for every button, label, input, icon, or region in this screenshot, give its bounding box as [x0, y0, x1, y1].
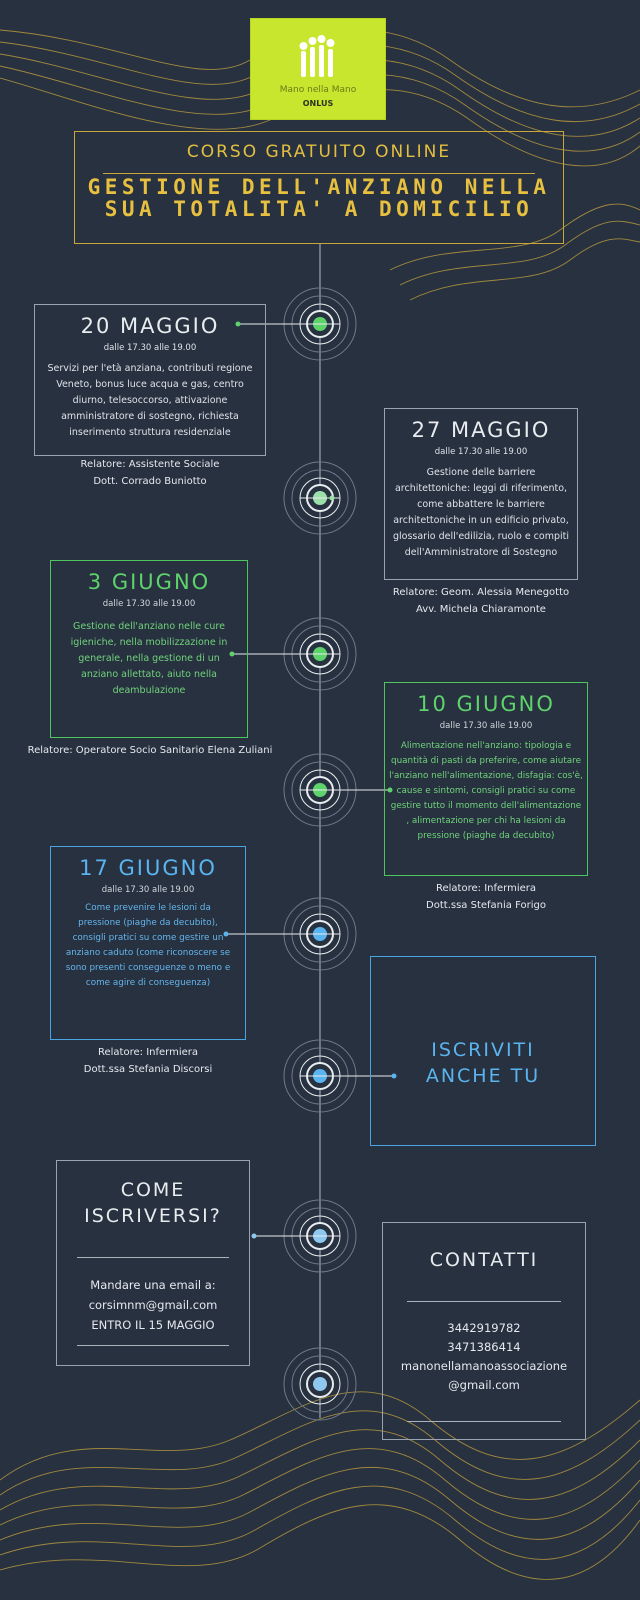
how-to-signup-title: COME ISCRIVERSI? — [84, 1179, 222, 1227]
contacts-box: CONTATTI 3442919782 3471386414 manonella… — [382, 1222, 586, 1440]
timeline-connector-dot — [251, 1233, 257, 1239]
hands-icon — [299, 35, 335, 77]
event-card-20-maggio: 20 MAGGIO dalle 17.30 alle 19.00 Servizi… — [34, 304, 266, 456]
event-date: 17 GIUGNO — [79, 856, 217, 880]
contact-email-domain[interactable]: @gmail.com — [448, 1378, 520, 1392]
timeline-node-ring — [291, 1355, 349, 1413]
contacts-title: CONTATTI — [429, 1249, 539, 1271]
logo-suffix: ONLUS — [302, 99, 334, 108]
event-time: dalle 17.30 alle 19.00 — [101, 885, 195, 895]
event-speaker-3-giugno: Relatore: Operatore Socio Sanitario Elen… — [27, 745, 273, 756]
page-title: GESTIONE DELL'ANZIANO NELLA SUA TOTALITA… — [87, 175, 551, 221]
timeline-node-ring — [283, 461, 357, 535]
event-speaker-17-giugno: Relatore: Infermiera Dott.ssa Stefania D… — [83, 1047, 213, 1075]
timeline-connector-dot — [329, 495, 335, 501]
timeline-connector-dot — [387, 787, 393, 793]
event-date: 27 MAGGIO — [411, 418, 551, 442]
event-description: Gestione delle barriere architettoniche:… — [392, 467, 570, 558]
timeline-node-dot — [313, 1377, 327, 1391]
contact-email[interactable]: manonellamanoassociazione — [400, 1359, 568, 1373]
contacts-list: 3442919782 3471386414 manonellamanoassoc… — [383, 1319, 585, 1395]
timeline-connector-dot — [223, 931, 229, 937]
logo: Mano nella Mano ONLUS — [250, 18, 386, 120]
timeline-node-ring — [299, 1363, 341, 1405]
event-date: 3 GIUGNO — [87, 570, 211, 594]
divider — [407, 1301, 561, 1302]
timeline-connector-dot — [235, 321, 241, 327]
how-to-signup-box: COME ISCRIVERSI? Mandare una email a: co… — [56, 1160, 250, 1366]
how-to-signup-text: Mandare una email a: corsimnm@gmail.com … — [57, 1275, 249, 1335]
timeline-connector-dot — [391, 1073, 397, 1079]
signup-cta-box[interactable]: ISCRIVITI ANCHE TU — [370, 956, 596, 1146]
divider — [77, 1345, 229, 1346]
logo-name: Mano nella Mano — [279, 85, 357, 95]
event-date: 10 GIUGNO — [417, 692, 555, 716]
event-description: Gestione dell'anziano nelle cure igienic… — [70, 621, 228, 696]
timeline-node-ring — [283, 1347, 357, 1421]
contact-phone[interactable]: 3471386414 — [447, 1340, 521, 1354]
contact-phone[interactable]: 3442919782 — [447, 1321, 521, 1335]
divider — [407, 1421, 561, 1422]
timeline-connector-dot — [229, 651, 235, 657]
subtitle: CORSO GRATUITO ONLINE — [186, 142, 452, 162]
timeline-node-ring — [291, 469, 349, 527]
event-card-3-giugno: 3 GIUGNO dalle 17.30 alle 19.00 Gestione… — [50, 560, 248, 738]
event-description: Alimentazione nell'anziano: tipologia e … — [389, 741, 583, 841]
event-card-10-giugno: 10 GIUGNO dalle 17.30 alle 19.00 Aliment… — [384, 682, 588, 876]
event-date: 20 MAGGIO — [80, 314, 220, 338]
signup-cta[interactable]: ISCRIVITI ANCHE TU — [425, 1039, 541, 1087]
event-description: Come prevenire le lesioni da pressione (… — [65, 903, 231, 988]
event-speaker-27-maggio: Relatore: Geom. Alessia Menegotto Avv. M… — [392, 587, 570, 615]
signup-email[interactable]: corsimnm@gmail.com — [88, 1298, 218, 1312]
event-card-17-giugno: 17 GIUGNO dalle 17.30 alle 19.00 Come pr… — [50, 846, 246, 1040]
event-time: dalle 17.30 alle 19.00 — [103, 343, 197, 353]
event-card-27-maggio: 27 MAGGIO dalle 17.30 alle 19.00 Gestion… — [384, 408, 578, 580]
title-divider — [103, 173, 535, 174]
event-description: Servizi per l'età anziana, contributi re… — [47, 363, 253, 438]
event-time: dalle 17.30 alle 19.00 — [434, 447, 528, 457]
title-box: CORSO GRATUITO ONLINE GESTIONE DELL'ANZI… — [74, 131, 564, 244]
event-time: dalle 17.30 alle 19.00 — [439, 721, 533, 731]
event-time: dalle 17.30 alle 19.00 — [102, 599, 196, 609]
event-speaker-20-maggio: Relatore: Assistente Sociale Dott. Corra… — [80, 459, 220, 487]
event-speaker-10-giugno: Relatore: Infermiera Dott.ssa Stefania F… — [426, 883, 546, 911]
divider — [77, 1257, 229, 1258]
